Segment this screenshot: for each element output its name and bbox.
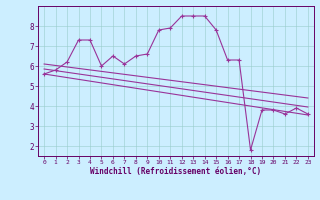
X-axis label: Windchill (Refroidissement éolien,°C): Windchill (Refroidissement éolien,°C) (91, 167, 261, 176)
